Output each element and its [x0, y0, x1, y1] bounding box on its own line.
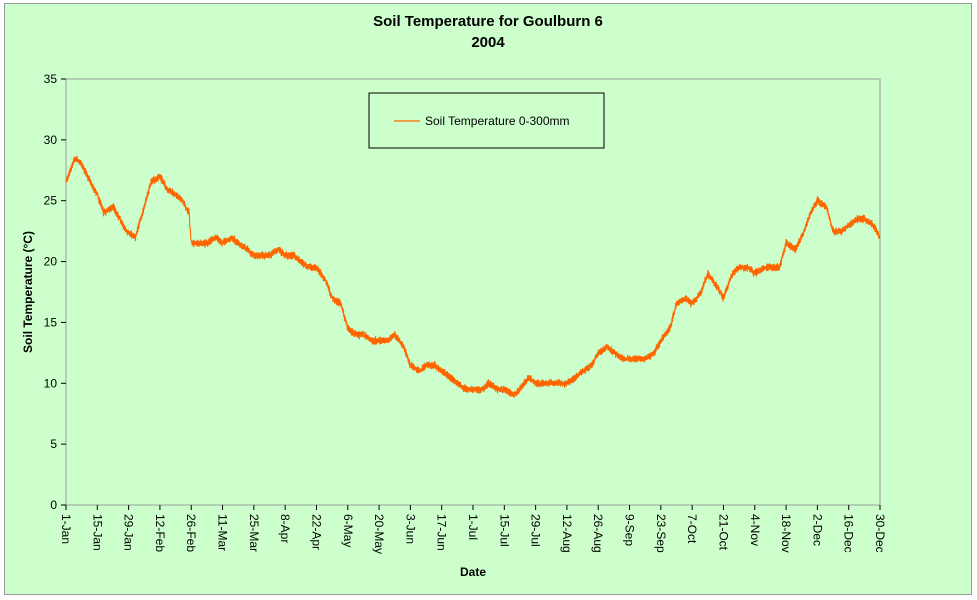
chart-title: Soil Temperature for Goulburn 6: [373, 13, 603, 30]
x-tick-label: 4-Nov: [748, 514, 762, 546]
y-tick-label: 0: [50, 498, 57, 512]
x-tick-label: 22-Apr: [309, 514, 323, 550]
x-tick-label: 15-Jul: [497, 514, 511, 547]
x-tick-label: 30-Dec: [873, 514, 887, 553]
chart-subtitle: 2004: [471, 34, 505, 51]
x-tick-label: 26-Feb: [184, 514, 198, 552]
x-tick-label: 1-Jan: [59, 514, 73, 544]
x-tick-label: 3-Jun: [403, 514, 417, 544]
x-axis-title: Date: [460, 565, 486, 579]
series-line-soil-temperature: [65, 155, 881, 398]
y-tick-label: 5: [50, 437, 57, 451]
x-tick-label: 8-Apr: [278, 514, 292, 543]
y-tick-label: 10: [44, 376, 58, 390]
x-tick-label: 7-Oct: [685, 514, 699, 544]
x-tick-label: 11-Mar: [216, 514, 230, 551]
x-tick-label: 23-Sep: [654, 514, 668, 553]
y-tick-label: 20: [44, 255, 58, 269]
x-tick-label: 29-Jul: [529, 514, 543, 547]
x-tick-label: 16-Dec: [842, 514, 856, 553]
x-tick-label: 15-Jan: [90, 514, 104, 551]
x-tick-label: 25-Mar: [247, 514, 261, 552]
x-tick-label: 21-Oct: [716, 514, 730, 551]
x-tick-label: 17-Jun: [435, 514, 449, 551]
legend-entry-soil-temperature: Soil Temperature 0-300mm: [425, 114, 570, 128]
x-tick-label: 20-May: [372, 514, 386, 554]
x-tick-label: 9-Sep: [623, 514, 637, 546]
y-tick-label: 35: [44, 72, 58, 86]
x-tick-label: 12-Feb: [153, 514, 167, 552]
x-tick-label: 1-Jul: [466, 514, 480, 540]
y-axis-title: Soil Temperature (°C): [21, 231, 35, 353]
x-tick-label: 29-Jan: [122, 514, 136, 551]
x-tick-label: 18-Nov: [779, 514, 793, 553]
x-tick-label: 26-Aug: [591, 514, 605, 553]
y-tick-label: 25: [44, 194, 58, 208]
x-tick-label: 12-Aug: [560, 514, 574, 553]
plot-area: [65, 78, 881, 506]
x-tick-label: 6-May: [341, 514, 355, 547]
x-tick-label: 2-Dec: [810, 514, 824, 546]
y-tick-label: 15: [44, 315, 58, 329]
y-tick-label: 30: [44, 133, 58, 147]
